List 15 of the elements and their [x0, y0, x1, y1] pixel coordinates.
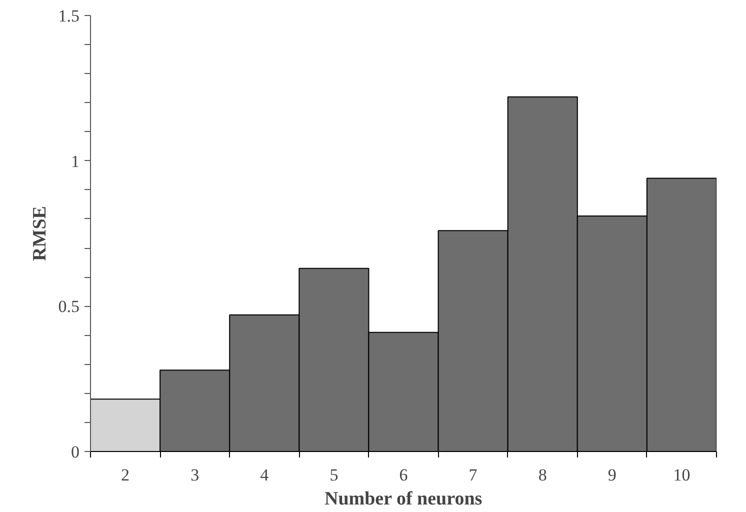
x-axis-title: Number of neurons [324, 488, 482, 510]
x-tick-label: 9 [608, 466, 616, 484]
x-tick-label: 7 [468, 466, 478, 484]
y-tick-label: 1 [71, 152, 80, 171]
x-tick-label: 6 [399, 466, 408, 484]
x-tick-label: 10 [673, 466, 690, 484]
y-tick-label: 0.5 [58, 297, 80, 316]
x-tick-label: 4 [260, 466, 270, 484]
y-tick-label: 0 [71, 442, 80, 462]
x-tick-label: 8 [538, 466, 547, 484]
x-tick-label: 3 [190, 466, 200, 484]
x-tick-label: 5 [330, 466, 338, 484]
y-axis-title: RMSE [29, 206, 50, 261]
x-tick-label: 2 [121, 466, 130, 484]
y-tick-label: 1.5 [58, 6, 80, 26]
